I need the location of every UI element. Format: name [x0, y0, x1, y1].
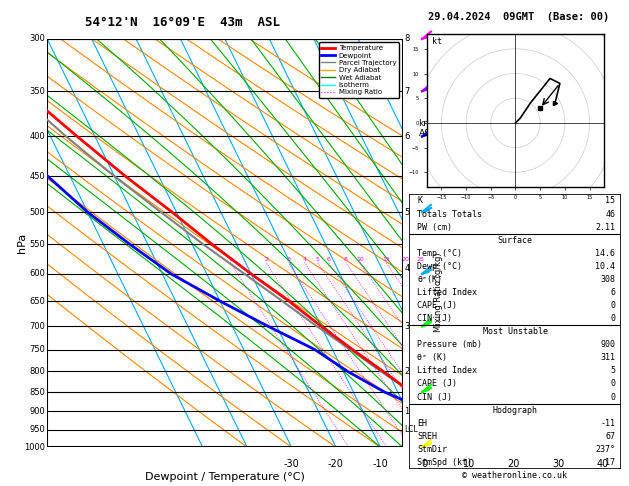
Text: 2: 2: [404, 367, 409, 376]
Text: © weatheronline.co.uk: © weatheronline.co.uk: [462, 471, 567, 480]
Text: SREH: SREH: [418, 432, 437, 441]
Text: EH: EH: [418, 419, 427, 428]
Legend: Temperature, Dewpoint, Parcel Trajectory, Dry Adiabat, Wet Adiabat, Isotherm, Mi: Temperature, Dewpoint, Parcel Trajectory…: [318, 42, 399, 98]
Text: 311: 311: [600, 353, 615, 363]
Text: 10: 10: [463, 459, 476, 469]
Text: StmSpd (kt): StmSpd (kt): [418, 458, 472, 467]
Text: 8: 8: [344, 258, 348, 262]
Text: θᵉ (K): θᵉ (K): [418, 353, 447, 363]
Text: Dewpoint / Temperature (°C): Dewpoint / Temperature (°C): [145, 471, 305, 482]
Text: CIN (J): CIN (J): [418, 393, 452, 401]
Text: 750: 750: [30, 345, 45, 354]
Text: 4: 4: [303, 258, 306, 262]
Text: 500: 500: [30, 208, 45, 217]
Text: Lifted Index: Lifted Index: [418, 288, 477, 297]
Text: hPa: hPa: [18, 233, 27, 253]
Text: 5: 5: [404, 208, 409, 217]
Text: 15: 15: [605, 196, 615, 206]
Text: 2.11: 2.11: [595, 223, 615, 232]
Text: StmDir: StmDir: [418, 445, 447, 454]
Text: 650: 650: [30, 296, 45, 306]
Text: 900: 900: [600, 340, 615, 349]
Text: 20: 20: [508, 459, 520, 469]
Text: km
ASL: km ASL: [418, 119, 435, 139]
Text: 46: 46: [605, 209, 615, 219]
Text: 1: 1: [228, 258, 232, 262]
Text: 14.6: 14.6: [595, 249, 615, 258]
Text: 700: 700: [30, 322, 45, 330]
Text: 0: 0: [610, 301, 615, 310]
Text: 25: 25: [416, 258, 424, 262]
Text: Most Unstable: Most Unstable: [482, 327, 548, 336]
Text: Temp (°C): Temp (°C): [418, 249, 462, 258]
Text: PW (cm): PW (cm): [418, 223, 452, 232]
Text: 0: 0: [610, 380, 615, 388]
Text: LCL: LCL: [404, 425, 418, 434]
Text: CAPE (J): CAPE (J): [418, 301, 457, 310]
Text: 5: 5: [316, 258, 320, 262]
Text: 20: 20: [401, 258, 409, 262]
Text: θᵉ(K): θᵉ(K): [418, 275, 442, 284]
Text: Hodograph: Hodograph: [493, 406, 538, 415]
Text: CAPE (J): CAPE (J): [418, 380, 457, 388]
Text: Pressure (mb): Pressure (mb): [418, 340, 482, 349]
Text: 6: 6: [404, 132, 409, 141]
Text: 1: 1: [404, 407, 409, 416]
Text: kt: kt: [431, 37, 442, 46]
Text: 54°12'N  16°09'E  43m  ASL: 54°12'N 16°09'E 43m ASL: [85, 16, 280, 29]
Text: K: K: [418, 196, 422, 206]
Text: Surface: Surface: [498, 236, 533, 244]
Text: 8: 8: [404, 35, 409, 43]
Text: 15: 15: [382, 258, 390, 262]
Text: 40: 40: [596, 459, 609, 469]
Text: 350: 350: [30, 87, 45, 96]
Text: 3: 3: [286, 258, 290, 262]
Text: 237°: 237°: [595, 445, 615, 454]
Text: 67: 67: [605, 432, 615, 441]
Text: 29.04.2024  09GMT  (Base: 00): 29.04.2024 09GMT (Base: 00): [428, 12, 610, 22]
Text: Dewp (°C): Dewp (°C): [418, 262, 462, 271]
Text: 30: 30: [552, 459, 564, 469]
Text: 400: 400: [30, 132, 45, 141]
Text: 6: 6: [326, 258, 330, 262]
Text: CIN (J): CIN (J): [418, 314, 452, 323]
Text: 3: 3: [404, 322, 409, 330]
Text: 308: 308: [600, 275, 615, 284]
Text: 300: 300: [30, 35, 45, 43]
Text: -30: -30: [284, 459, 299, 469]
Text: 10: 10: [356, 258, 364, 262]
Text: 450: 450: [30, 172, 45, 181]
Text: 850: 850: [30, 387, 45, 397]
Text: Mixing Ratio (g/kg): Mixing Ratio (g/kg): [433, 252, 443, 332]
Text: Lifted Index: Lifted Index: [418, 366, 477, 375]
Text: 0: 0: [610, 393, 615, 401]
Text: 800: 800: [30, 367, 45, 376]
Text: -10: -10: [372, 459, 388, 469]
Text: -20: -20: [328, 459, 344, 469]
Text: Totals Totals: Totals Totals: [418, 209, 482, 219]
Text: 17: 17: [605, 458, 615, 467]
Text: 900: 900: [30, 407, 45, 416]
Text: 10.4: 10.4: [595, 262, 615, 271]
Text: 550: 550: [30, 240, 45, 249]
Text: 5: 5: [610, 366, 615, 375]
Text: 4: 4: [404, 264, 409, 273]
Text: 600: 600: [30, 269, 45, 278]
Text: 2: 2: [264, 258, 268, 262]
Text: 0: 0: [610, 314, 615, 323]
Text: 950: 950: [30, 425, 45, 434]
Text: 0: 0: [421, 459, 428, 469]
Text: 1000: 1000: [25, 443, 45, 451]
Text: 6: 6: [610, 288, 615, 297]
Text: -11: -11: [600, 419, 615, 428]
Text: 7: 7: [404, 87, 409, 96]
